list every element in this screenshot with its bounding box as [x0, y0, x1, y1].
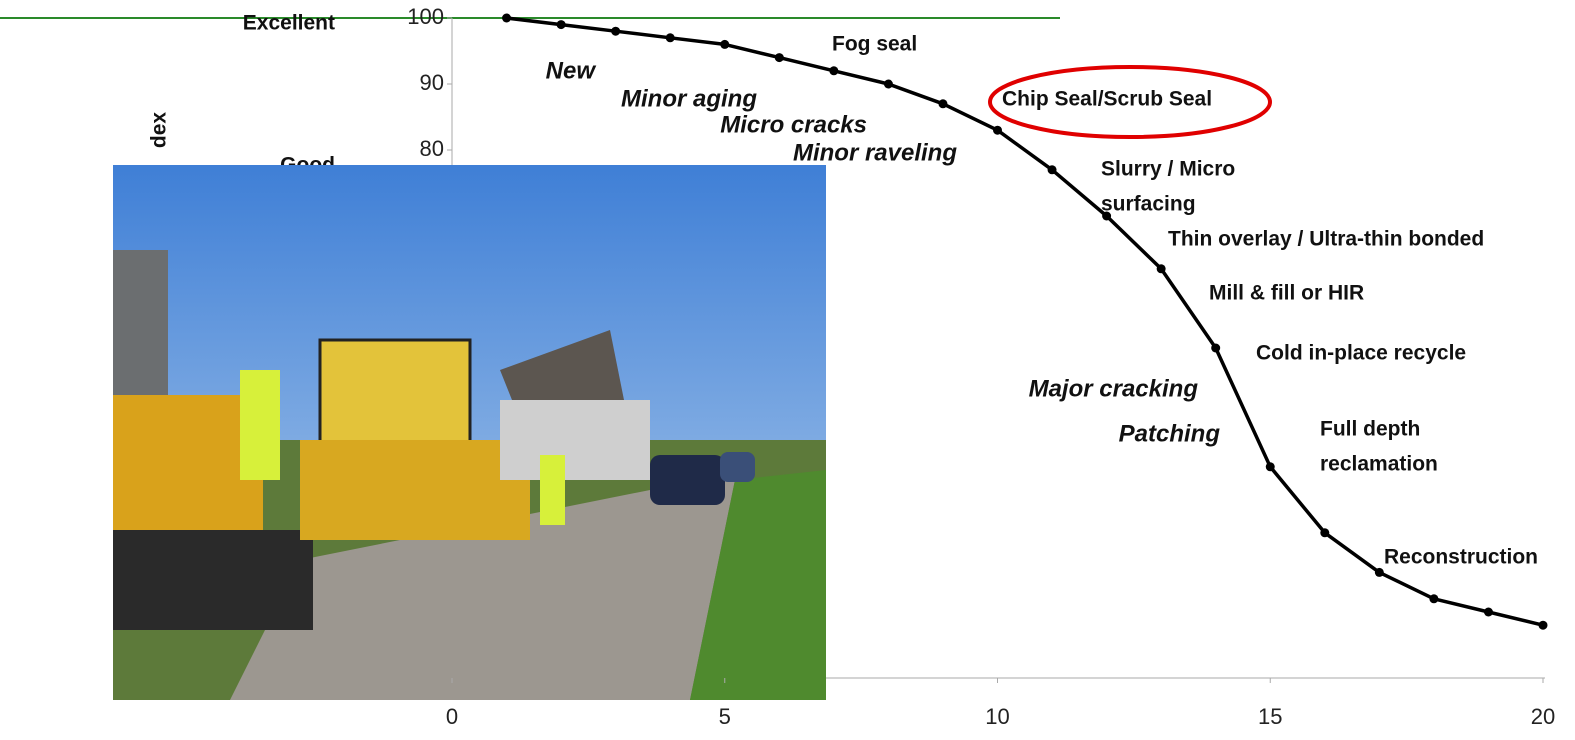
annotation: Micro cracks [720, 111, 867, 138]
series-line [506, 16, 1544, 627]
data-point [883, 79, 893, 89]
annotation: Cold in-place recycle [1256, 342, 1466, 365]
y-tick-label: 90 [420, 70, 444, 95]
data-point [1483, 607, 1493, 617]
annotation: Minor aging [621, 85, 757, 112]
x-tick-label: 20 [1531, 704, 1555, 729]
y-tick-label: 80 [420, 136, 444, 161]
data-point [1047, 165, 1057, 175]
annotation: Mill & fill or HIR [1209, 282, 1364, 305]
data-point [611, 26, 621, 36]
highlight-ellipse [988, 65, 1272, 139]
data-point [1429, 594, 1439, 604]
x-tick-label: 10 [985, 704, 1009, 729]
annotation: New [546, 57, 597, 84]
annotation: Thin overlay / Ultra-thin bonded [1168, 228, 1484, 251]
data-point [938, 99, 948, 109]
y-axis-title: dex [148, 112, 171, 149]
data-point [1538, 620, 1548, 630]
data-point [1102, 211, 1112, 221]
x-tick-label: 5 [719, 704, 731, 729]
data-point [1156, 264, 1166, 274]
data-point [665, 33, 675, 43]
x-tick-label: 15 [1258, 704, 1282, 729]
data-point [1374, 567, 1384, 577]
data-point [1211, 343, 1221, 353]
annotation: Fog seal [832, 33, 917, 56]
annotation: Full depth [1320, 418, 1420, 441]
data-point [774, 53, 784, 63]
annotation: reclamation [1320, 453, 1438, 476]
data-point [1320, 528, 1330, 538]
data-point [502, 13, 512, 23]
annotation: Major cracking [1029, 375, 1199, 402]
annotation: Minor raveling [793, 139, 957, 166]
x-tick-label: 0 [446, 704, 458, 729]
annotation: surfacing [1101, 193, 1196, 216]
data-point [720, 39, 730, 49]
data-point [993, 125, 1002, 135]
annotation: Chip Seal/Scrub Seal [1002, 88, 1212, 111]
annotation: Patching [1119, 420, 1221, 447]
data-point [556, 20, 566, 30]
annotation: Reconstruction [1384, 546, 1538, 569]
data-point [829, 66, 839, 76]
photo [113, 165, 826, 700]
annotation: Slurry / Micro [1101, 158, 1235, 181]
condition-label: Excellent [243, 12, 335, 35]
data-point [1265, 462, 1275, 472]
y-tick-label: 100 [407, 4, 444, 29]
